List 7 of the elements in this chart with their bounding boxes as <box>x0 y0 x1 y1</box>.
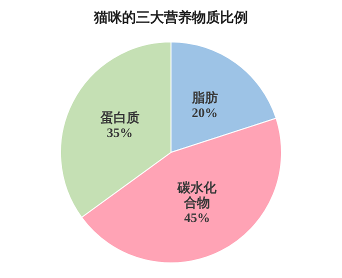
slice-label: 蛋白质 <box>99 110 140 126</box>
slice-label: 碳水化合物 <box>176 180 218 210</box>
data-label: 20% <box>192 104 218 120</box>
data-label: 45% <box>184 210 210 225</box>
slice-label: 脂肪 <box>190 90 218 105</box>
chart-title: 猫咪的三大营养物质比例 <box>93 9 248 26</box>
data-label: 35% <box>106 125 133 140</box>
